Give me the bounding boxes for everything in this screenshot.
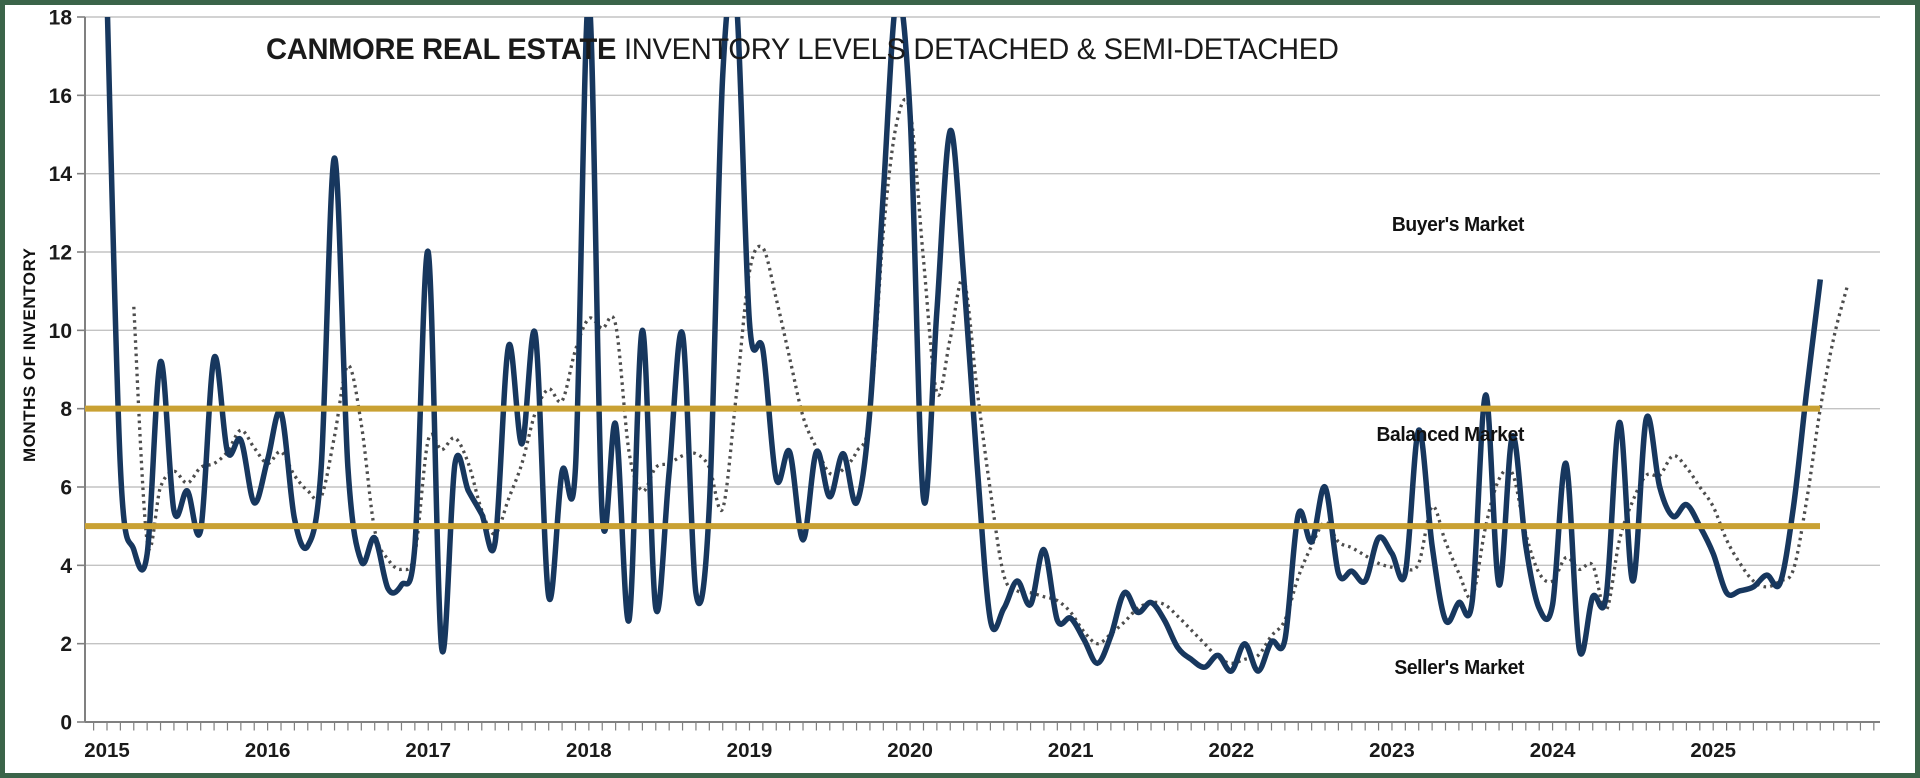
y-tick-label-8: 8	[60, 398, 72, 421]
y-tick-label-10: 10	[49, 320, 72, 343]
y-axis-title: MONTHS OF INVENTORY	[20, 247, 39, 462]
year-label-2019: 2019	[727, 739, 773, 762]
year-label-2020: 2020	[887, 739, 933, 762]
y-tick-label-18: 18	[49, 7, 73, 30]
y-tick-label-2: 2	[60, 633, 72, 656]
y-tick-label-4: 4	[60, 555, 72, 578]
series-path-semi-detached-dotted	[132, 97, 1849, 665]
year-label-2021: 2021	[1048, 739, 1094, 762]
y-tick-label-16: 16	[49, 85, 72, 108]
chart-title-bold: CANMORE REAL ESTATE	[266, 33, 617, 66]
buyers-market-label: Buyer's Market	[1391, 213, 1525, 236]
year-label-2015: 2015	[84, 739, 130, 762]
year-label-2024: 2024	[1530, 739, 1576, 762]
series-group	[104, 17, 1849, 674]
y-tick-label-0: 0	[60, 712, 72, 735]
y-tick-label-12: 12	[49, 242, 72, 265]
sellers-market-label: Seller's Market	[1394, 656, 1524, 679]
y-tick-label-14: 14	[49, 163, 73, 186]
year-label-2025: 2025	[1690, 739, 1736, 762]
year-label-2018: 2018	[566, 739, 612, 762]
y-tick-label-6: 6	[60, 477, 72, 500]
chart-title: CANMORE REAL ESTATE INVENTORY LEVELS DET…	[266, 33, 1339, 67]
chart-title-rest: INVENTORY LEVELS DETACHED & SEMI-DETACHE…	[616, 33, 1339, 66]
series-path-detached-solid	[104, 17, 1824, 674]
year-label-2016: 2016	[245, 739, 291, 762]
year-label-2022: 2022	[1209, 739, 1255, 762]
year-label-2017: 2017	[405, 739, 451, 762]
balanced-market-label: Balanced Market	[1376, 423, 1524, 446]
year-label-2023: 2023	[1369, 739, 1415, 762]
